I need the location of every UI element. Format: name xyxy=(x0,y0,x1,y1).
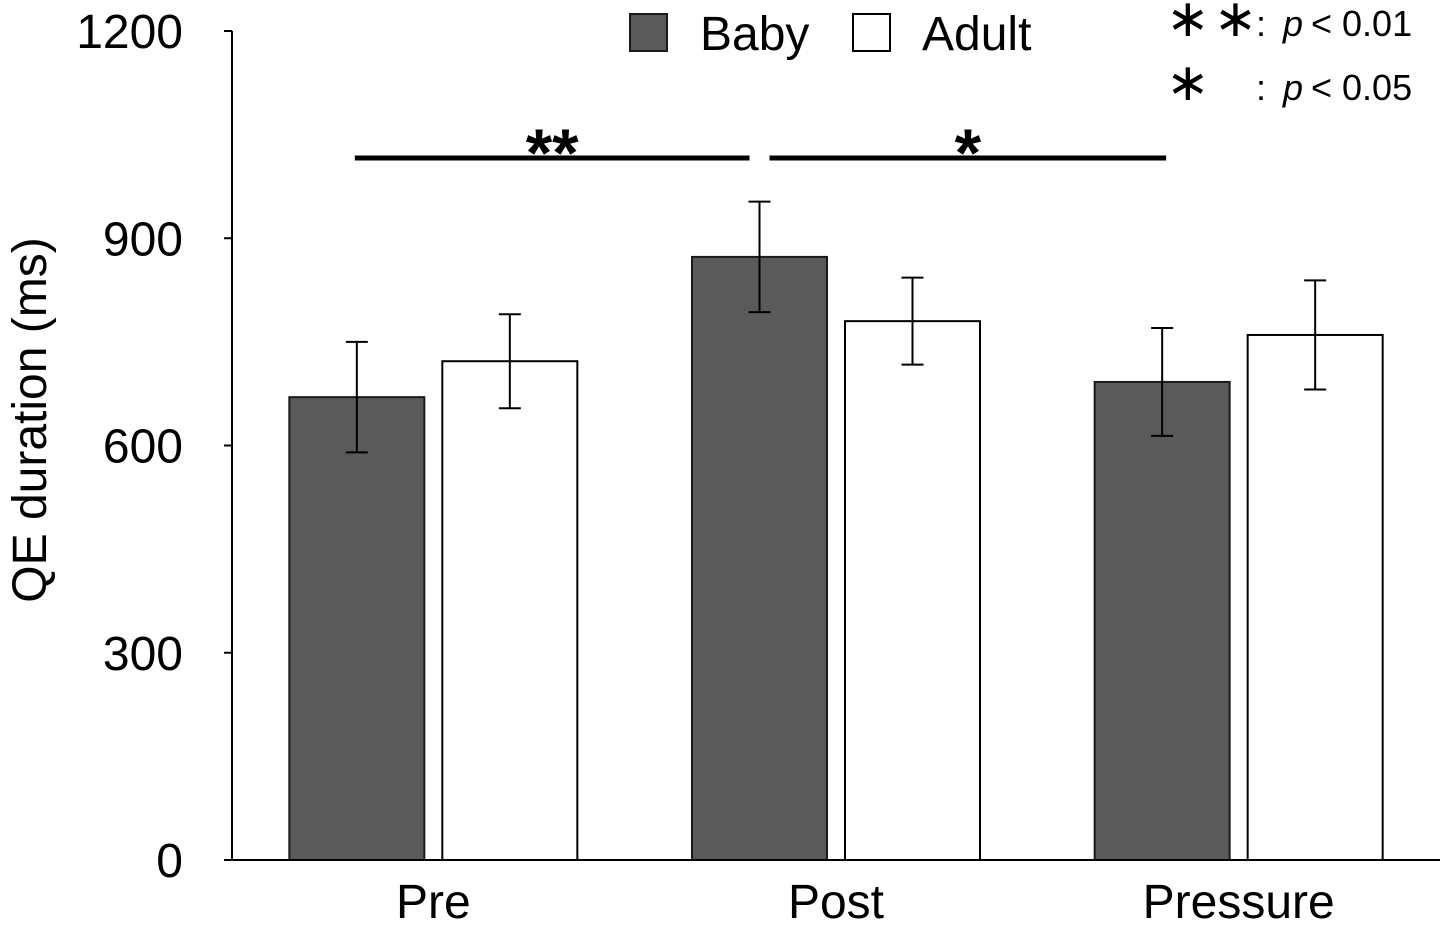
note-stars: ∗∗ xyxy=(1166,0,1261,49)
error-bar-baby-pre xyxy=(345,340,368,454)
note-separator: : xyxy=(1256,67,1266,108)
x-labels: Pre Post Pressure xyxy=(396,876,1335,929)
y-axis-title: QE duration (ms) xyxy=(4,237,57,602)
legend-label-baby: Baby xyxy=(700,8,809,61)
significance-notes: ∗∗ : p < 0.01 ∗ : p < 0.05 xyxy=(1166,0,1412,113)
x-label-pre: Pre xyxy=(396,876,471,929)
y-tick-label: 900 xyxy=(103,213,183,266)
legend-swatch-adult xyxy=(852,13,891,52)
y-ticks: 0 300 600 900 1200 xyxy=(76,6,232,888)
legend-label-adult: Adult xyxy=(922,8,1031,61)
y-tick-label: 600 xyxy=(103,421,183,474)
note-separator: : xyxy=(1256,3,1266,44)
error-bar-baby-pressure xyxy=(1151,327,1174,437)
legend-swatch-baby xyxy=(629,13,668,52)
x-label-pressure: Pressure xyxy=(1143,876,1335,929)
bar-baby-post xyxy=(691,255,828,861)
y-tick-label: 1200 xyxy=(76,6,183,59)
error-bar-adult-pre xyxy=(498,313,521,410)
note-p001: ∗∗ : p < 0.01 xyxy=(1166,0,1412,49)
bar-baby-pressure xyxy=(1093,380,1231,861)
error-bar-adult-pressure xyxy=(1304,279,1327,391)
y-tick-label: 0 xyxy=(156,835,183,888)
y-tick-label: 300 xyxy=(103,628,183,681)
error-bars xyxy=(345,200,1327,454)
bar-baby-pre xyxy=(288,396,426,861)
note-threshold: < 0.05 xyxy=(1311,67,1412,108)
note-p005: ∗ : p < 0.05 xyxy=(1166,53,1412,113)
bars xyxy=(288,255,1384,861)
note-p: p xyxy=(1282,67,1303,108)
note-threshold: < 0.01 xyxy=(1311,3,1412,44)
significance-label: ** xyxy=(526,115,579,191)
bar-adult-pressure xyxy=(1246,333,1384,861)
error-bar-baby-post xyxy=(748,200,771,314)
note-p: p xyxy=(1282,3,1303,44)
note-stars: ∗ xyxy=(1166,53,1214,113)
significance-label: * xyxy=(955,115,982,191)
bar-adult-pre xyxy=(441,360,579,861)
legend: Baby Adult xyxy=(629,8,1031,61)
error-bar-adult-post xyxy=(901,276,924,366)
bar-adult-post xyxy=(844,320,981,861)
significance-brackets: ** * xyxy=(354,115,1167,191)
x-label-post: Post xyxy=(788,876,884,929)
